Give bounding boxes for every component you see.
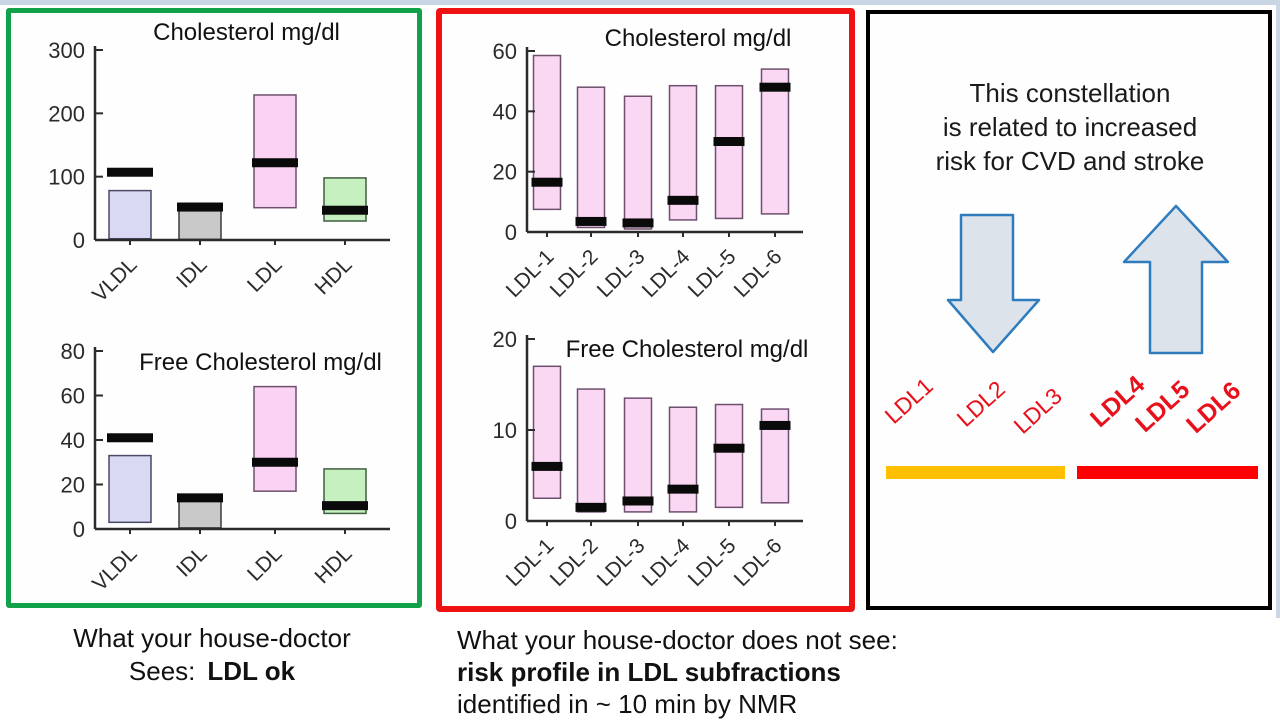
svg-text:IDL: IDL: [172, 253, 211, 292]
svg-text:LDL-6: LDL-6: [730, 245, 787, 302]
svg-text:0: 0: [505, 220, 517, 245]
svg-text:LDL-3: LDL-3: [593, 534, 650, 591]
svg-text:LDL-4: LDL-4: [638, 245, 695, 302]
svg-text:60: 60: [493, 39, 517, 64]
slide-top-edge: [0, 0, 1280, 5]
caption-house-doctor-does-not-see: What your house-doctor does not see: ris…: [457, 624, 1037, 720]
caption-left-sees: Sees:: [128, 656, 196, 686]
svg-text:10: 10: [493, 418, 517, 443]
svg-text:LDL: LDL: [243, 253, 287, 297]
svg-text:LDL-1: LDL-1: [502, 534, 559, 591]
svg-text:LDL: LDL: [243, 542, 287, 586]
caption-house-doctor-sees: What your house-doctor Sees: LDL ok: [6, 622, 418, 688]
svg-text:Cholesterol mg/dl: Cholesterol mg/dl: [605, 25, 792, 52]
svg-text:HDL: HDL: [311, 542, 357, 588]
svg-text:0: 0: [73, 517, 85, 542]
ldl123-underline-bar: [886, 466, 1065, 479]
svg-text:LDL-6: LDL-6: [730, 534, 787, 591]
svg-text:20: 20: [493, 160, 517, 185]
svg-text:0: 0: [505, 509, 517, 534]
caption-mid-line1: What your house-doctor does not see:: [457, 625, 898, 655]
svg-text:80: 80: [61, 339, 85, 364]
panel-risk-constellation: [866, 10, 1272, 610]
svg-text:LDL-4: LDL-4: [638, 534, 695, 591]
svg-text:LDL-1: LDL-1: [502, 245, 559, 302]
svg-text:60: 60: [61, 384, 85, 409]
svg-text:20: 20: [61, 473, 85, 498]
svg-text:VLDL: VLDL: [88, 542, 141, 595]
svg-text:200: 200: [48, 101, 85, 126]
risk-headline-line1: This constellation: [969, 78, 1171, 108]
chart-cholesterol-lipoproteins: 0 100 200 300 VLDL IDL LDL HDL Cholesterol mg/dl: [10, 10, 422, 310]
svg-text:HDL: HDL: [311, 253, 357, 299]
svg-text:300: 300: [48, 38, 85, 63]
down-arrow-icon: [946, 213, 1041, 354]
risk-headline-line2: is related to increased: [942, 112, 1198, 142]
caption-left-line1: What your house-doctor: [73, 623, 351, 653]
svg-text:Free Cholesterol mg/dl: Free Cholesterol mg/dl: [566, 336, 809, 363]
svg-text:LDL-2: LDL-2: [546, 534, 603, 591]
caption-left-ldl-ok: LDL ok: [207, 656, 296, 686]
svg-text:40: 40: [493, 99, 517, 124]
slide-right-edge: [1276, 0, 1280, 618]
svg-text:LDL-5: LDL-5: [684, 534, 741, 591]
risk-headline-line3: risk for CVD and stroke: [935, 146, 1205, 176]
svg-text:100: 100: [48, 165, 85, 190]
svg-text:LDL-2: LDL-2: [546, 245, 603, 302]
svg-text:LDL-3: LDL-3: [593, 245, 650, 302]
svg-text:LDL-5: LDL-5: [684, 245, 741, 302]
svg-text:0: 0: [73, 228, 85, 253]
chart-free-cholesterol-lipoproteins: 0 20 40 60 80 VLDL IDL LDL HDL Free Cholesterol m…: [10, 312, 422, 612]
svg-text:Cholesterol mg/dl: Cholesterol mg/dl: [153, 19, 340, 46]
up-arrow-icon: [1122, 204, 1230, 355]
svg-text:IDL: IDL: [172, 542, 211, 581]
svg-text:20: 20: [493, 327, 517, 352]
caption-mid-line3: identified in ~ 10 min by NMR: [457, 689, 798, 719]
risk-headline: This constellation is related to increas…: [872, 76, 1268, 178]
ldl456-underline-bar: [1077, 466, 1258, 479]
caption-mid-line2: risk profile in LDL subfractions: [457, 657, 841, 687]
svg-text:VLDL: VLDL: [88, 253, 141, 306]
caption-left-line2: Sees: LDL ok: [6, 655, 418, 688]
svg-text:Free Cholesterol mg/dl: Free Cholesterol mg/dl: [139, 349, 382, 376]
chart-free-cholesterol-ldl-subfractions: 0 10 20 LDL-1 LDL-2 LDL-3 LDL-4 LDL-5 LDL-6 Free …: [435, 312, 857, 618]
svg-text:40: 40: [61, 428, 85, 453]
chart-cholesterol-ldl-subfractions: 0 20 40 60 LDL-1 LDL-2 LDL-3 LDL-4 LDL-5 LDL-6 Cho…: [435, 10, 857, 312]
